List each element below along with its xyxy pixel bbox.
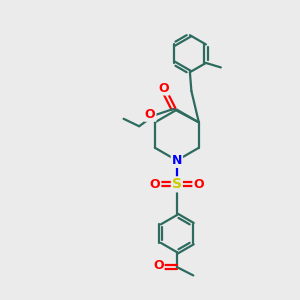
Text: S: S: [172, 177, 182, 191]
Text: O: O: [150, 178, 160, 191]
Text: N: N: [172, 154, 182, 167]
Text: O: O: [194, 178, 204, 191]
Text: O: O: [145, 108, 155, 121]
Text: O: O: [153, 259, 164, 272]
Text: O: O: [158, 82, 169, 94]
